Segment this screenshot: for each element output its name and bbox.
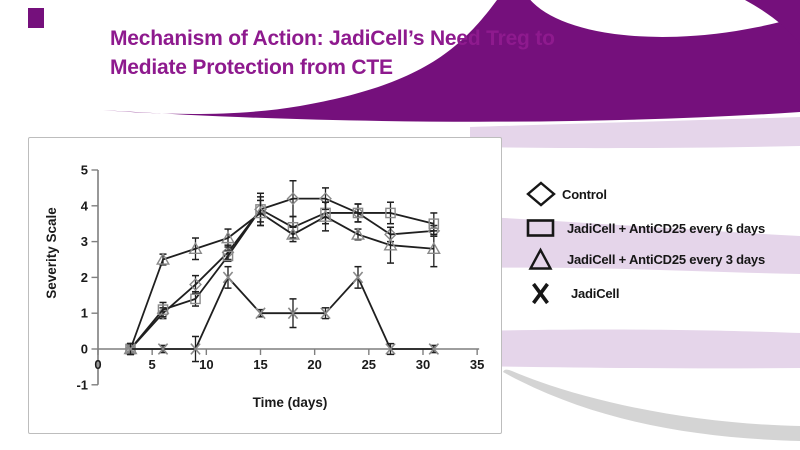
bottom-gray-swoosh xyxy=(503,369,800,441)
legend-label: JadiCell + AntiCD25 every 3 days xyxy=(567,251,765,267)
ribbon-band-top xyxy=(470,117,800,149)
chart-legend: Control JadiCell + AntiCD25 every 6 days… xyxy=(524,178,800,318)
triangle-marker-icon xyxy=(528,247,553,270)
title-line-2: Mediate Protection from CTE xyxy=(110,56,393,79)
slide-title: Mechanism of Action: JadiCell’s Need Tre… xyxy=(110,24,690,82)
legend-label: JadiCell + AntiCD25 every 6 days xyxy=(567,220,765,236)
top-right-corner-arc xyxy=(745,0,800,44)
ribbon-band-bottom xyxy=(470,329,800,369)
accent-square xyxy=(28,8,44,28)
legend-item-jadicell: JadiCell xyxy=(524,280,619,306)
legend-item-anticd25-3days: JadiCell + AntiCD25 every 3 days xyxy=(524,246,765,272)
legend-item-control: Control xyxy=(524,181,607,207)
square-marker-icon xyxy=(526,219,555,237)
chart-panel xyxy=(28,137,502,434)
title-line-1: Mechanism of Action: JadiCell’s Need Tre… xyxy=(110,27,555,50)
legend-label: Control xyxy=(562,186,607,202)
legend-item-anticd25-6days: JadiCell + AntiCD25 every 6 days xyxy=(524,215,765,241)
x-marker-icon xyxy=(532,282,549,305)
legend-label: JadiCell xyxy=(571,285,620,301)
diamond-marker-icon xyxy=(526,181,556,207)
